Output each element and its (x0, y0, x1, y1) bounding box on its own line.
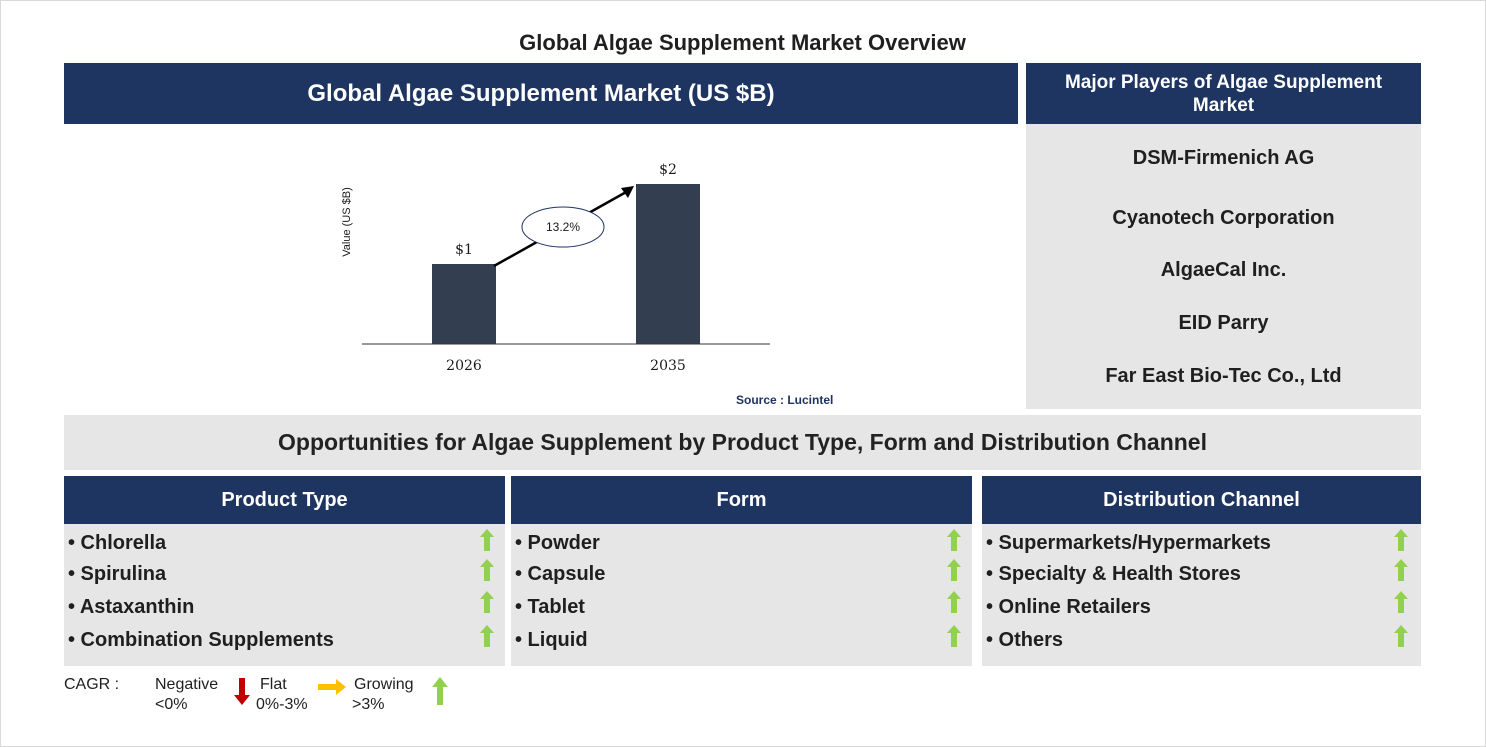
legend-growing-label: Growing (354, 676, 414, 693)
list-item: • Specialty & Health Stores (986, 563, 1241, 585)
segment-header-product-type: Product Type (64, 476, 505, 524)
player-item: AlgaeCal Inc. (1160, 259, 1287, 281)
legend-flat-range: 0%-3% (256, 696, 308, 713)
cagr-ellipse (521, 206, 605, 248)
segment-header-form: Form (511, 476, 972, 524)
cagr-label: 13.2% (546, 220, 580, 234)
bar-value-label: $1 (455, 242, 473, 258)
chart-panel-header: Global Algae Supplement Market (US $B) (64, 63, 1018, 124)
segment-header-distribution-channel: Distribution Channel (982, 476, 1421, 524)
players-header: Major Players of Algae Supplement Market (1026, 63, 1421, 124)
player-item: Cyanotech Corporation (1112, 207, 1335, 229)
growth-up-arrow-icon (480, 625, 494, 647)
list-item: • Astaxanthin (68, 596, 195, 618)
list-item: • Liquid (515, 629, 588, 651)
growth-up-arrow-icon (480, 529, 494, 551)
list-item: • Combination Supplements (68, 629, 334, 651)
growth-up-arrow-icon (947, 529, 961, 551)
segment-list-distribution-channel: • Supermarkets/Hypermarkets • Specialty … (982, 524, 1421, 666)
page-title: Global Algae Supplement Market Overview (519, 30, 966, 55)
x-tick-label: 2026 (446, 358, 482, 374)
growth-up-arrow-icon (947, 559, 961, 581)
growth-up-arrow-icon (480, 559, 494, 581)
growth-up-arrow-icon (1394, 559, 1408, 581)
x-tick-label: 2035 (650, 358, 686, 374)
list-item: • Online Retailers (986, 596, 1151, 618)
list-item: • Chlorella (68, 532, 167, 554)
growth-up-arrow-icon (480, 591, 494, 613)
list-item: • Spirulina (68, 563, 167, 585)
bar-value-label: $2 (659, 162, 677, 178)
right-arrow-icon (318, 679, 346, 695)
player-item: EID Parry (1178, 312, 1269, 334)
segment-list-product-type: • Chlorella • Spirulina • Astaxanthin • … (64, 524, 505, 666)
bar-2026 (432, 264, 496, 344)
growth-up-arrow-icon (1394, 625, 1408, 647)
cagr-arrow-head (621, 186, 634, 198)
list-item: • Powder (515, 532, 600, 554)
bar-2035 (636, 184, 700, 344)
legend-flat-label: Flat (260, 676, 287, 693)
y-axis-label: Value (US $B) (341, 187, 353, 257)
bar-chart: Value (US $B) $1 2026 $2 2035 13.2% (341, 162, 770, 374)
up-arrow-icon (432, 677, 448, 705)
legend-cagr-label: CAGR : (64, 676, 120, 693)
growth-up-arrow-icon (947, 591, 961, 613)
player-item: Far East Bio-Tec Co., Ltd (1105, 365, 1342, 387)
list-item: • Others (986, 629, 1064, 651)
list-item: • Supermarkets/Hypermarkets (986, 532, 1271, 554)
legend-negative-range: <0% (155, 696, 188, 713)
list-item: • Capsule (515, 563, 606, 585)
growth-up-arrow-icon (947, 625, 961, 647)
legend-negative-label: Negative (155, 676, 219, 693)
growth-up-arrow-icon (1394, 529, 1408, 551)
opportunities-banner: Opportunities for Algae Supplement by Pr… (64, 415, 1421, 470)
list-item: • Tablet (515, 596, 585, 618)
player-item: DSM-Firmenich AG (1132, 147, 1315, 169)
players-list: DSM-Firmenich AG Cyanotech Corporation A… (1026, 124, 1421, 409)
down-arrow-icon (234, 678, 250, 705)
segment-list-form: • Powder • Capsule • Tablet • Liquid (511, 524, 972, 666)
source-note: Source : Lucintel (736, 393, 834, 407)
legend-growing-range: >3% (352, 696, 385, 713)
growth-up-arrow-icon (1394, 591, 1408, 613)
